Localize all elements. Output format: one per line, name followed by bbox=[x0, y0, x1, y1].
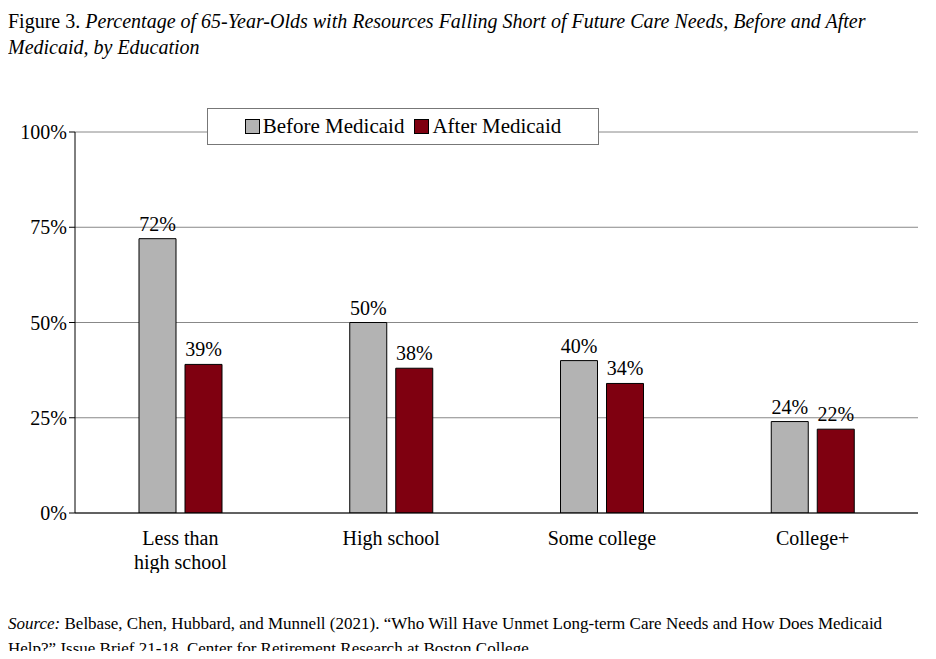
html-text:Source: Belbase, Chen, Hubbard: Source: Belbase, Chen, Hubbard, and Munn… bbox=[8, 614, 883, 658]
svg-text:Less thanhigh school: Less thanhigh school bbox=[134, 527, 227, 573]
svg-text:22%: 22% bbox=[817, 403, 854, 425]
svg-text:College+: College+ bbox=[776, 527, 850, 550]
svg-text:75%: 75% bbox=[30, 216, 67, 238]
svg-text:25%: 25% bbox=[30, 407, 67, 429]
svg-text:High school: High school bbox=[343, 527, 441, 550]
svg-text:38%: 38% bbox=[396, 342, 433, 364]
svg-text:100%: 100% bbox=[20, 121, 67, 143]
svg-text:0%: 0% bbox=[40, 502, 67, 524]
svg-text:72%: 72% bbox=[139, 213, 176, 235]
svg-text:40%: 40% bbox=[561, 335, 598, 357]
html-text:After Medicaid: After Medicaid bbox=[432, 114, 562, 138]
html-text:Before Medicaid: Before Medicaid bbox=[262, 114, 405, 138]
svg-text:Some college: Some college bbox=[548, 527, 656, 550]
html-text:Figure 3. Percentage of 65-Yea: Figure 3. Percentage of 65-Year-Olds wit… bbox=[8, 10, 866, 58]
svg-text:24%: 24% bbox=[771, 396, 808, 418]
svg-text:50%: 50% bbox=[30, 312, 67, 334]
svg-text:34%: 34% bbox=[607, 357, 644, 379]
svg-text:50%: 50% bbox=[350, 297, 387, 319]
svg-text:39%: 39% bbox=[185, 338, 222, 360]
